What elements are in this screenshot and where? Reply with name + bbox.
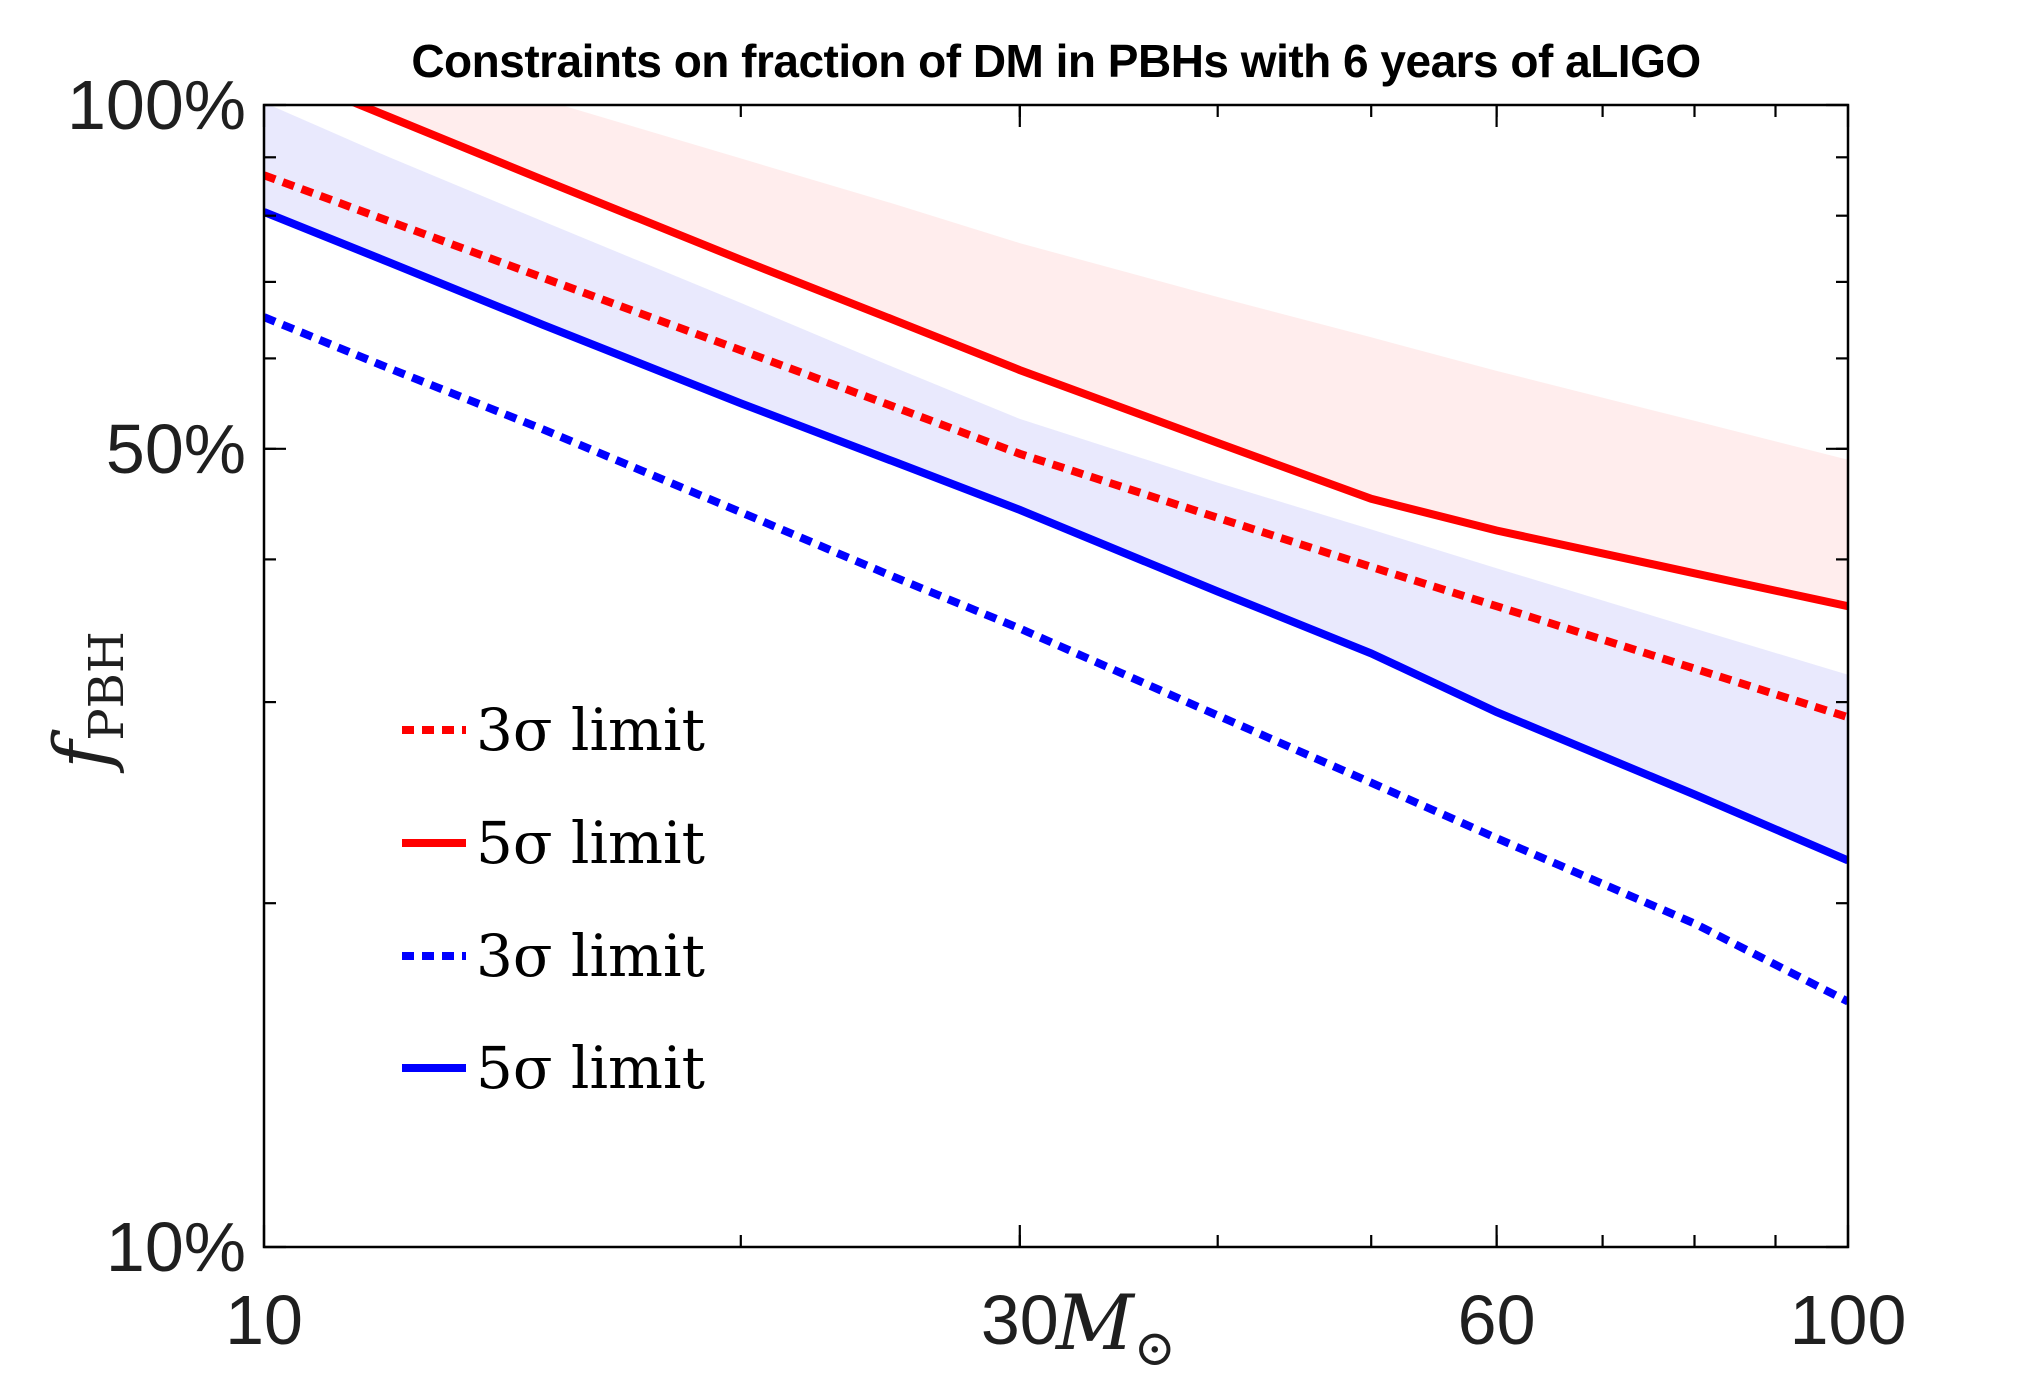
y-axis-label-subscript: PBH	[78, 631, 135, 741]
y-axis-label: fPBH	[37, 631, 135, 769]
blue-solid-line-swatch	[402, 1064, 466, 1072]
blue-3sigma-curve	[264, 313, 1848, 1006]
legend-item-red-3sigma: 3σ limit	[402, 696, 705, 764]
red-uncertainty-band	[360, 105, 1848, 607]
legend-item-blue-3sigma: 3σ limit	[402, 922, 705, 990]
legend-label: 5σ limit	[476, 1034, 705, 1102]
blue-dotted-line-swatch	[402, 952, 466, 960]
red-dotted-line-swatch	[402, 726, 466, 734]
x-tick-label-100: 100	[1789, 1281, 1907, 1359]
chart-title: Constraints on fraction of DM in PBHs wi…	[411, 35, 1701, 87]
legend-label: 5σ limit	[476, 809, 705, 877]
legend-label: 3σ limit	[476, 696, 705, 764]
red-solid-line-swatch	[402, 839, 466, 847]
x-tick-label-60: 60	[1457, 1281, 1536, 1359]
x-axis-label-symbol: M	[1056, 1278, 1134, 1367]
x-axis-label: M⊙	[1056, 1278, 1176, 1377]
y-tick-label-50: 50%	[105, 409, 246, 488]
blue-uncertainty-band	[264, 105, 1848, 861]
y-tick-label-100: 100%	[66, 66, 246, 144]
y-axis-label-symbol: f	[37, 740, 127, 769]
legend-label: 3σ limit	[476, 922, 705, 990]
blue-5sigma-curve	[264, 208, 1848, 865]
x-tick-label-30: 30	[980, 1281, 1059, 1359]
legend-item-blue-5sigma: 5σ limit	[402, 1034, 705, 1102]
red-3sigma-curve	[264, 171, 1848, 722]
x-tick-label-10: 10	[225, 1281, 303, 1359]
legend-item-red-5sigma: 5σ limit	[402, 809, 705, 877]
axes-box	[262, 103, 1850, 1249]
y-tick-label-10: 10%	[105, 1208, 246, 1286]
red-5sigma-curve	[349, 105, 1848, 611]
sun-symbol-icon: ⊙	[1133, 1319, 1176, 1378]
